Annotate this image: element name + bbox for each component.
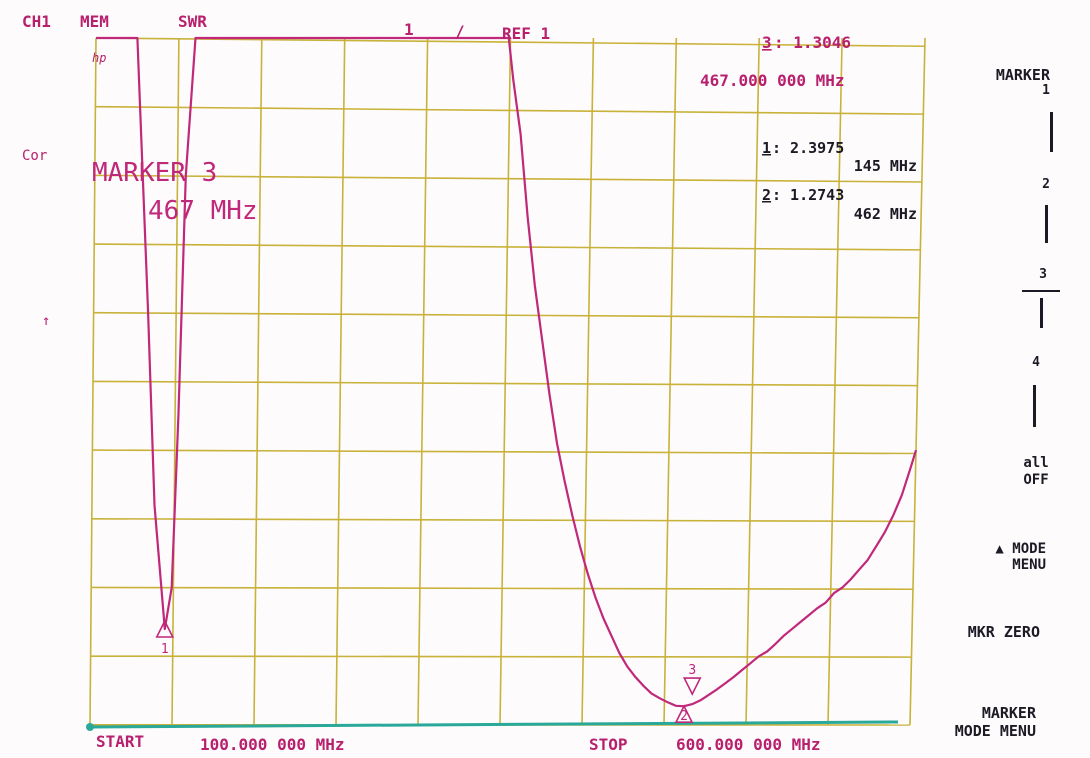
baseline-endpoint [86,723,94,731]
start-frequency: 100.000 000 MHz [200,735,345,754]
correction-indicator: Cor [22,148,47,164]
marker-3-tag: 3 [688,663,696,678]
softkey-marker-2-bar [1045,205,1048,243]
marker-2-value: : 1.2743 [772,186,844,204]
memory-label: MEM [80,12,109,31]
softkey-marker-3-label: 3 [1039,267,1047,282]
channel-label: CH1 [22,12,51,31]
softkey-all-off-line1: all [1023,455,1048,471]
softkey-mode-menu[interactable]: ▲ MODE MENU [995,541,1046,573]
grid-line-vertical [500,38,511,725]
scale-slash: / [455,22,465,41]
softkey-marker-4-label: 4 [1032,355,1040,370]
softkey-marker-4[interactable]: 4 [1032,355,1040,427]
softkey-marker-mode-menu[interactable]: MARKER MODE MENU [955,704,1037,740]
marker-overlay-frequency: 467 MHz [148,196,258,226]
softkey-marker-mode-menu-line1: MARKER [982,704,1037,722]
softkey-marker-3-bar [1040,298,1043,328]
marker-overlay-title: MARKER 3 [92,158,217,188]
softkey-mode-menu-line2: MENU [1012,557,1046,573]
active-marker-value: : 1.3046 [774,33,851,52]
ref-label: REF 1 [502,24,550,43]
softkey-marker-3-underline [1022,290,1060,292]
softkey-marker-mode-menu-line2: MODE MENU [955,722,1036,740]
stop-frequency: 600.000 000 MHz [676,735,821,754]
softkey-marker-title: MARKER [996,66,1051,84]
softkey-marker-1-bar [1050,112,1053,152]
grid-line-vertical [910,38,925,725]
marker-2-frequency: 462 MHz [854,205,917,223]
softkey-mkr-zero-label: MKR ZERO [968,623,1040,641]
grid-line-vertical [664,38,676,725]
grid-line-vertical [418,38,428,725]
reference-arrow: ↑ [42,313,50,329]
marker-2-tag: 2 [680,709,688,724]
softkey-marker-2-label: 2 [1042,177,1050,192]
marker-symbols: 1 2 3 [157,621,701,724]
grid-line-horizontal [91,656,912,657]
grid-line-vertical [336,38,345,725]
softkey-all-off[interactable]: all OFF [1023,455,1048,488]
grid-line-vertical [582,38,593,725]
marker-2-id: 2 [762,186,771,204]
grid-line-vertical [746,38,759,725]
grid-line-horizontal [91,587,913,589]
softkey-marker-1-label: 1 [1042,83,1050,98]
marker-3-symbol [684,678,700,694]
softkey-all-off-line2: OFF [1023,472,1048,488]
marker-1-value: : 2.3975 [772,139,844,157]
hp-logo: hp [92,51,106,65]
start-label: START [96,732,144,751]
marker-1-id: 1 [762,139,771,157]
scale-label: 1 [404,20,414,39]
softkey-marker-4-bar [1033,385,1036,427]
marker-1-tag: 1 [161,642,169,657]
format-label: SWR [178,12,207,31]
softkey-mkr-zero[interactable]: MKR ZERO [968,623,1040,641]
softkey-marker-3[interactable]: 3 [1022,267,1060,328]
softkey-marker-2[interactable]: 2 [1042,177,1050,243]
active-marker-frequency: 467.000 000 MHz [700,71,845,90]
softkey-marker-1[interactable]: 1 [1042,83,1053,152]
softkey-mode-menu-line1: ▲ MODE [995,541,1046,557]
active-marker-id: 3 [762,33,772,52]
stop-label: STOP [589,735,628,754]
marker-1-frequency: 145 MHz [854,157,917,175]
